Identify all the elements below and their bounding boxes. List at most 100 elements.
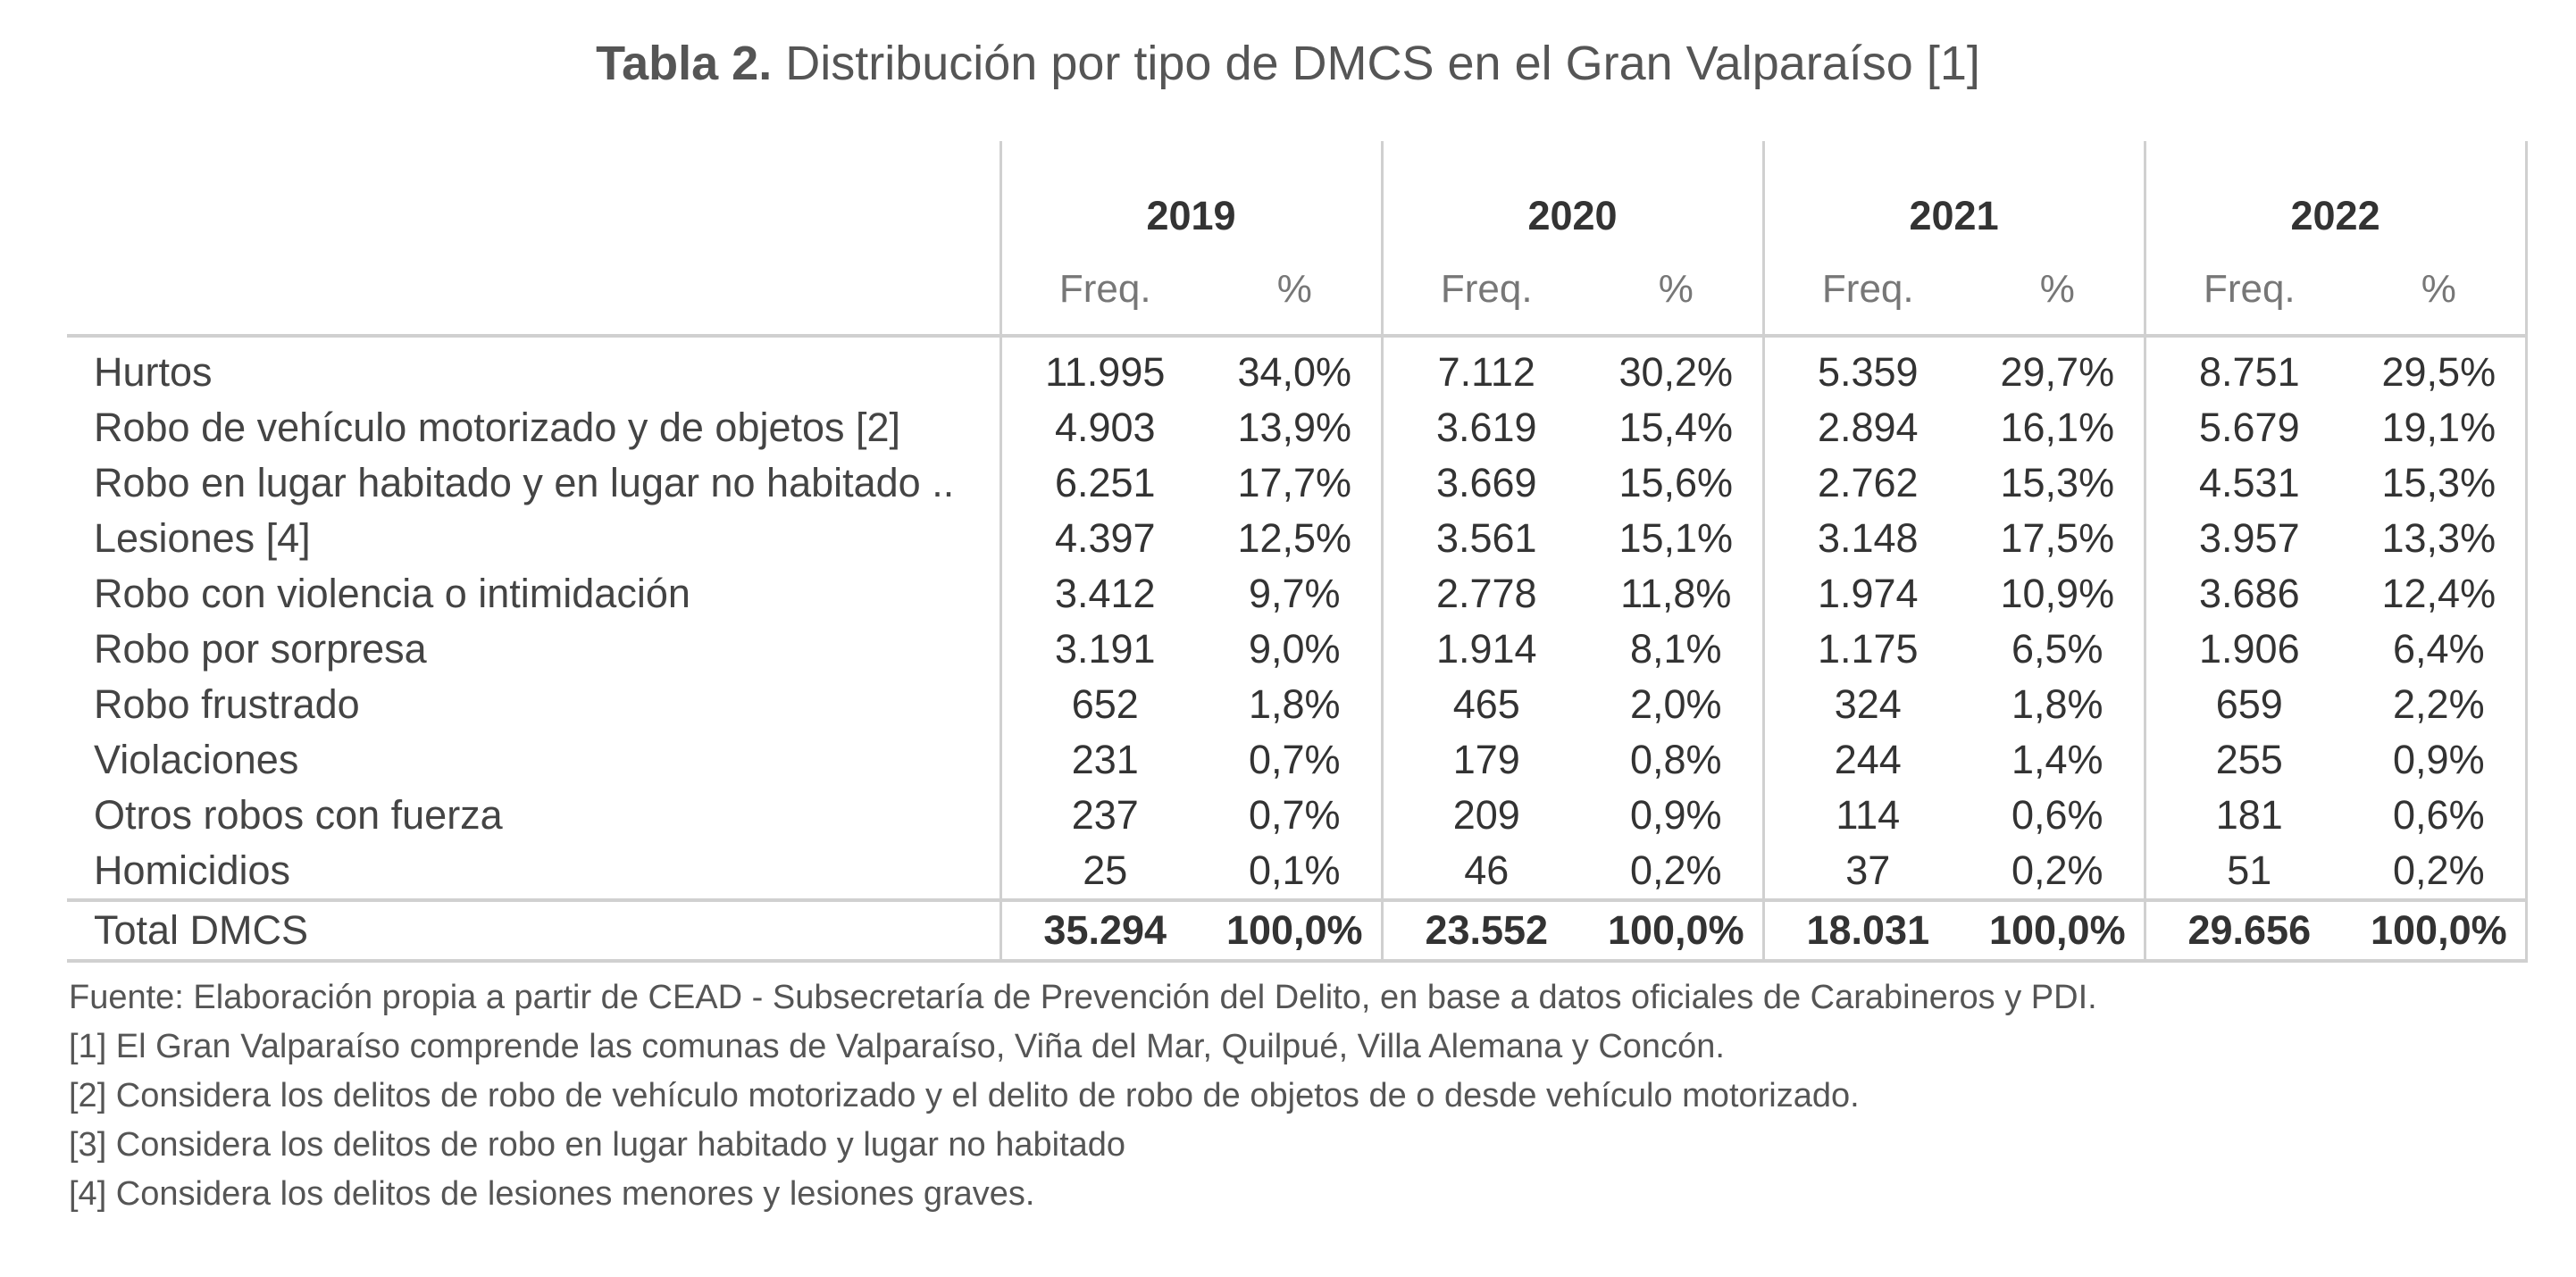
table-row: Robo en lugar habitado y en lugar no hab…	[67, 455, 2528, 511]
pct-cell: 34,0%	[1237, 349, 1352, 395]
freq-cell: 3.669	[1380, 455, 1591, 511]
pct-cell: 0,8%	[1629, 737, 1722, 782]
table-row: Robo de vehículo motorizado y de objetos…	[67, 400, 2528, 455]
year-header: 2021	[1761, 141, 2145, 245]
freq-cell: 1.914	[1380, 622, 1591, 677]
year-header-row: 2019 2020 2021 2022	[67, 141, 2528, 245]
pct-cell: 1,4%	[2011, 737, 2103, 782]
freq-header: Freq.	[999, 245, 1209, 338]
pct-cell: 0,1%	[1248, 847, 1341, 893]
dmcs-table: 2019 2020 2021 2022 Freq. % Freq. % Freq…	[67, 141, 2528, 963]
pct-cell: 0,2%	[2353, 843, 2528, 900]
table-caption: Distribución por tipo de DMCS en el Gran…	[785, 37, 1980, 90]
freq-cell: 3.686	[2143, 566, 2354, 622]
table-title: Tabla 2. Distribución por tipo de DMCS e…	[0, 36, 2576, 91]
freq-cell: 18.031	[1761, 898, 1972, 963]
freq-cell: 4.531	[2143, 455, 2354, 511]
pct-cell: 2,0%	[1629, 681, 1722, 727]
freq-header: Freq.	[1761, 245, 1972, 338]
source-note: Fuente: Elaboración propia a partir de C…	[69, 979, 2097, 1016]
pct-cell: 0,2%	[1629, 847, 1722, 893]
pct-cell: 19,1%	[2353, 400, 2528, 455]
table-row: Hurtos 11.995 34,0% 7.112 30,2% 5.359 29,7% 8.7…	[67, 336, 2528, 400]
corner-cell	[67, 245, 1000, 338]
table-body: Hurtos 11.995 34,0% 7.112 30,2% 5.359 29,7% 8.7…	[67, 336, 2528, 963]
pct-cell: 9,0%	[1248, 626, 1341, 672]
footnote: [3] Considera los delitos de robo en lug…	[69, 1126, 1126, 1164]
pct-cell: 15,3%	[2000, 460, 2115, 505]
freq-cell: 181	[2143, 788, 2354, 843]
freq-cell: 324	[1761, 677, 1972, 732]
freq-cell: 7.112	[1380, 336, 1591, 400]
freq-cell: 237	[999, 788, 1209, 843]
pct-cell: 11,8%	[1620, 571, 1732, 616]
freq-cell: 11.995	[999, 336, 1209, 400]
table-row: Violaciones 231 0,7% 179 0,8% 244 1,4% 255 0,9%	[67, 732, 2528, 788]
year-header: 2019	[999, 141, 1383, 245]
pct-cell: 30,2%	[1618, 349, 1734, 395]
pct-cell: 6,5%	[2011, 626, 2103, 672]
pct-cell: 0,6%	[2353, 788, 2528, 843]
freq-cell: 4.397	[999, 511, 1209, 566]
freq-cell: 3.619	[1380, 400, 1591, 455]
freq-cell: 29.656	[2143, 898, 2354, 963]
table-row: Lesiones [4] 4.397 12,5% 3.561 15,1% 3.148 17,…	[67, 511, 2528, 566]
freq-cell: 244	[1761, 732, 1972, 788]
table-row: Homicidios 25 0,1% 46 0,2% 37 0,2% 51 0,2%	[67, 843, 2528, 900]
freq-cell: 35.294	[999, 898, 1209, 963]
freq-cell: 37	[1761, 843, 1972, 900]
subheader-row: Freq. % Freq. % Freq. % Freq. %	[67, 245, 2528, 338]
freq-cell: 3.561	[1380, 511, 1591, 566]
pct-cell: 0,9%	[2353, 732, 2528, 788]
pct-cell: 0,7%	[1248, 792, 1341, 838]
freq-cell: 6.251	[999, 455, 1209, 511]
footnote: [1] El Gran Valparaíso comprende las com…	[69, 1028, 1725, 1065]
pct-cell: 100,0%	[2353, 898, 2528, 963]
pct-header: %	[2353, 245, 2528, 338]
pct-cell: 29,5%	[2353, 336, 2528, 400]
pct-cell: 16,1%	[2000, 405, 2115, 450]
freq-cell: 652	[999, 677, 1209, 732]
pct-cell: 1,8%	[1248, 681, 1341, 727]
pct-cell: 17,7%	[1237, 460, 1352, 505]
freq-cell: 3.957	[2143, 511, 2354, 566]
row-label: Violaciones	[94, 737, 299, 782]
row-label: Robo frustrado	[94, 681, 360, 727]
table-row: Robo con violencia o intimidación 3.412 9,…	[67, 566, 2528, 622]
freq-cell: 3.148	[1761, 511, 1972, 566]
total-label: Total DMCS	[67, 898, 1000, 963]
row-label: Robo por sorpresa	[94, 626, 427, 672]
freq-cell: 114	[1761, 788, 1972, 843]
year-header: 2020	[1380, 141, 1764, 245]
pct-cell: 12,5%	[1237, 515, 1352, 561]
table-row: Robo frustrado 652 1,8% 465 2,0% 324 1,8% 659 2,…	[67, 677, 2528, 732]
pct-cell: 8,1%	[1629, 626, 1722, 672]
freq-cell: 1.906	[2143, 622, 2354, 677]
freq-cell: 2.894	[1761, 400, 1972, 455]
row-label: Hurtos	[94, 349, 213, 395]
pct-cell: 100,0%	[1209, 898, 1383, 963]
footnotes: Fuente: Elaboración propia a partir de C…	[69, 973, 2097, 1219]
pct-cell: 10,9%	[2000, 571, 2115, 616]
freq-cell: 5.359	[1761, 336, 1972, 400]
row-label: Homicidios	[94, 847, 291, 893]
freq-cell: 4.903	[999, 400, 1209, 455]
freq-cell: 465	[1380, 677, 1591, 732]
freq-cell: 2.762	[1761, 455, 1972, 511]
row-label: Robo de vehículo motorizado y de objetos…	[94, 405, 901, 450]
pct-cell: 0,6%	[2011, 792, 2103, 838]
freq-cell: 8.751	[2143, 336, 2354, 400]
pct-header: %	[1971, 245, 2145, 338]
total-row: Total DMCS 35.294 100,0% 23.552 100,0% 18.031…	[67, 898, 2528, 963]
pct-cell: 13,3%	[2353, 511, 2528, 566]
pct-cell: 6,4%	[2353, 622, 2528, 677]
pct-cell: 0,2%	[2011, 847, 2103, 893]
pct-cell: 15,4%	[1618, 405, 1734, 450]
freq-header: Freq.	[1380, 245, 1591, 338]
freq-cell: 46	[1380, 843, 1591, 900]
freq-cell: 1.974	[1761, 566, 1972, 622]
pct-header: %	[1590, 245, 1764, 338]
freq-cell: 51	[2143, 843, 2354, 900]
table-row: Robo por sorpresa 3.191 9,0% 1.914 8,1% 1.175…	[67, 622, 2528, 677]
freq-cell: 25	[999, 843, 1209, 900]
